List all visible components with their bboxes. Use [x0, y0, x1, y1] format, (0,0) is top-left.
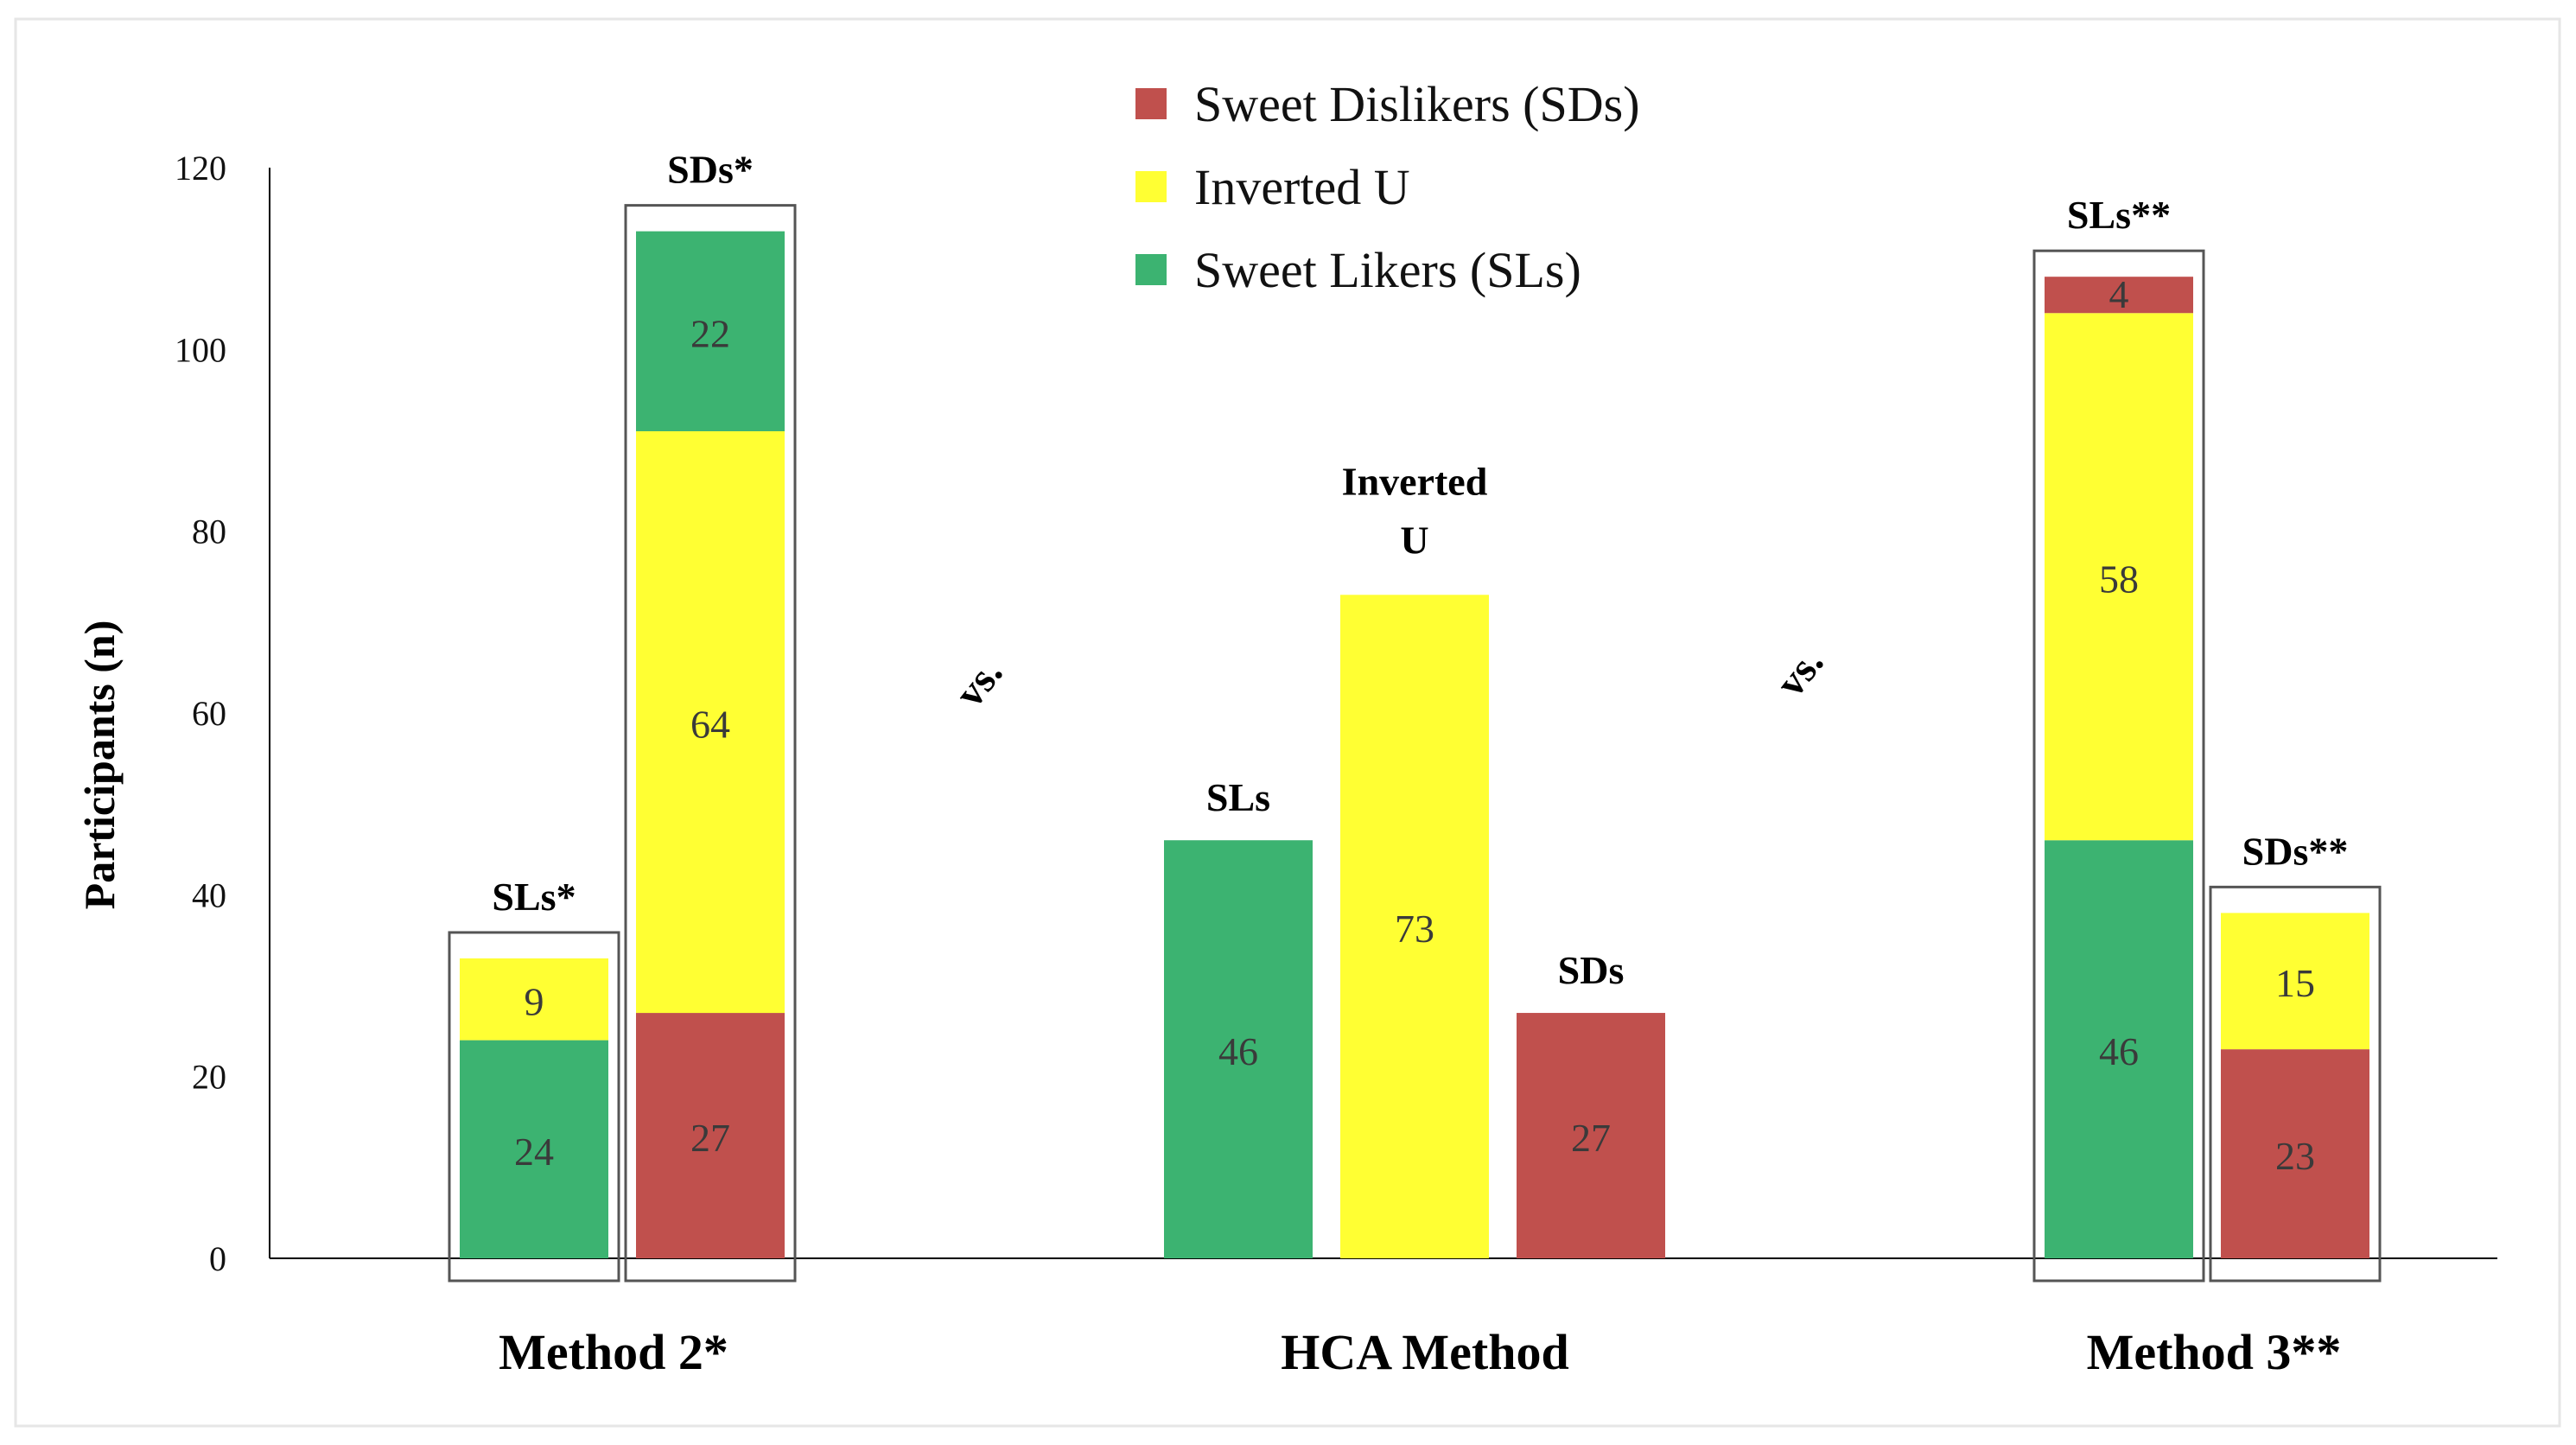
data-label-sls-4: 4	[2109, 272, 2129, 316]
legend-swatch-sweet-likers-sls	[1135, 254, 1167, 285]
y-axis-title: Participants (n)	[75, 621, 124, 910]
data-label-inverted-u-73: 73	[1395, 907, 1434, 951]
y-tick-label-120: 120	[175, 149, 226, 188]
data-label-sds-27: 27	[1571, 1116, 1611, 1160]
highlight-box-sls	[448, 931, 620, 1283]
data-label-sls-58: 58	[2099, 557, 2139, 601]
group-label-method-3: Method 3**	[2087, 1324, 2342, 1380]
data-label-sds-27: 27	[690, 1116, 730, 1160]
bar-segment-method-3-sds-inverted-u	[2221, 913, 2369, 1050]
data-label-sds-23: 23	[2275, 1134, 2315, 1178]
legend-swatch-sweet-dislikers-sds	[1135, 88, 1167, 119]
bar-segment-hca-method-inverted-u-inverted-u	[1340, 595, 1489, 1258]
y-tick-label-20: 20	[192, 1058, 226, 1097]
legend-label-sweet-likers-sls: Sweet Likers (SLs)	[1194, 242, 1581, 298]
data-label-sds-22: 22	[690, 311, 730, 355]
data-label-sds-64: 64	[690, 703, 730, 747]
legend-label-sweet-dislikers-sds: Sweet Dislikers (SDs)	[1194, 76, 1640, 132]
bar-segment-method-2-sls-inverted-u	[460, 958, 608, 1041]
bar-segment-method-2-sls-sweet-likers-sls	[460, 1040, 608, 1258]
bar-title-sls: SLs*	[492, 875, 576, 919]
legend-swatch-inverted-u	[1135, 171, 1167, 202]
bar-segment-method-3-sls-sweet-dislikers-sds	[2045, 277, 2193, 314]
bar-title-sls: SLs**	[2067, 193, 2171, 237]
bar-segment-method-2-sds-sweet-dislikers-sds	[636, 1013, 785, 1258]
data-label-sls-9: 9	[525, 979, 544, 1023]
bar-segment-method-2-sds-sweet-likers-sls	[636, 231, 785, 431]
bars	[448, 204, 2382, 1283]
highlight-box-sds	[624, 204, 797, 1283]
data-label-sls-46: 46	[1218, 1029, 1258, 1073]
bar-segment-method-2-sds-inverted-u	[636, 430, 785, 1014]
legend-label-inverted-u: Inverted U	[1194, 159, 1410, 215]
highlight-box-sls	[2032, 249, 2205, 1283]
bar-title-inverted-u-line2: U	[1400, 518, 1428, 562]
y-tick-label-0: 0	[209, 1239, 226, 1278]
y-tick-label-40: 40	[192, 875, 226, 914]
y-tick-label-60: 60	[192, 694, 226, 733]
data-label-sls-46: 46	[2099, 1029, 2139, 1073]
bar-segment-hca-method-sls-sweet-likers-sls	[1164, 840, 1313, 1258]
data-label-sds-15: 15	[2275, 961, 2315, 1005]
y-tick-label-80: 80	[192, 512, 226, 551]
group-label-hca-method: HCA Method	[1281, 1324, 1569, 1380]
highlight-box-sds	[2209, 885, 2382, 1283]
bar-title-inverted-u-line1: Inverted	[1342, 459, 1488, 503]
legend: Sweet Dislikers (SDs) Inverted U Sweet Lik…	[1135, 76, 1640, 298]
bar-title-sls-1: SLs	[1206, 775, 1270, 819]
data-label-sls-24: 24	[514, 1130, 554, 1174]
bar-title-sds: SDs**	[2242, 829, 2349, 873]
bar-title-sds-1: SDs	[1558, 948, 1625, 992]
bar-title-sds: SDs*	[667, 148, 754, 192]
group-label-method-2: Method 2*	[499, 1324, 728, 1380]
bar-segment-method-3-sds-sweet-dislikers-sds	[2221, 1049, 2369, 1258]
y-tick-label-100: 100	[175, 330, 226, 369]
bar-segment-hca-method-sds-sweet-dislikers-sds	[1517, 1013, 1665, 1258]
bar-segment-method-3-sls-sweet-likers-sls	[2045, 840, 2193, 1258]
bar-segment-method-3-sls-inverted-u	[2045, 313, 2193, 841]
